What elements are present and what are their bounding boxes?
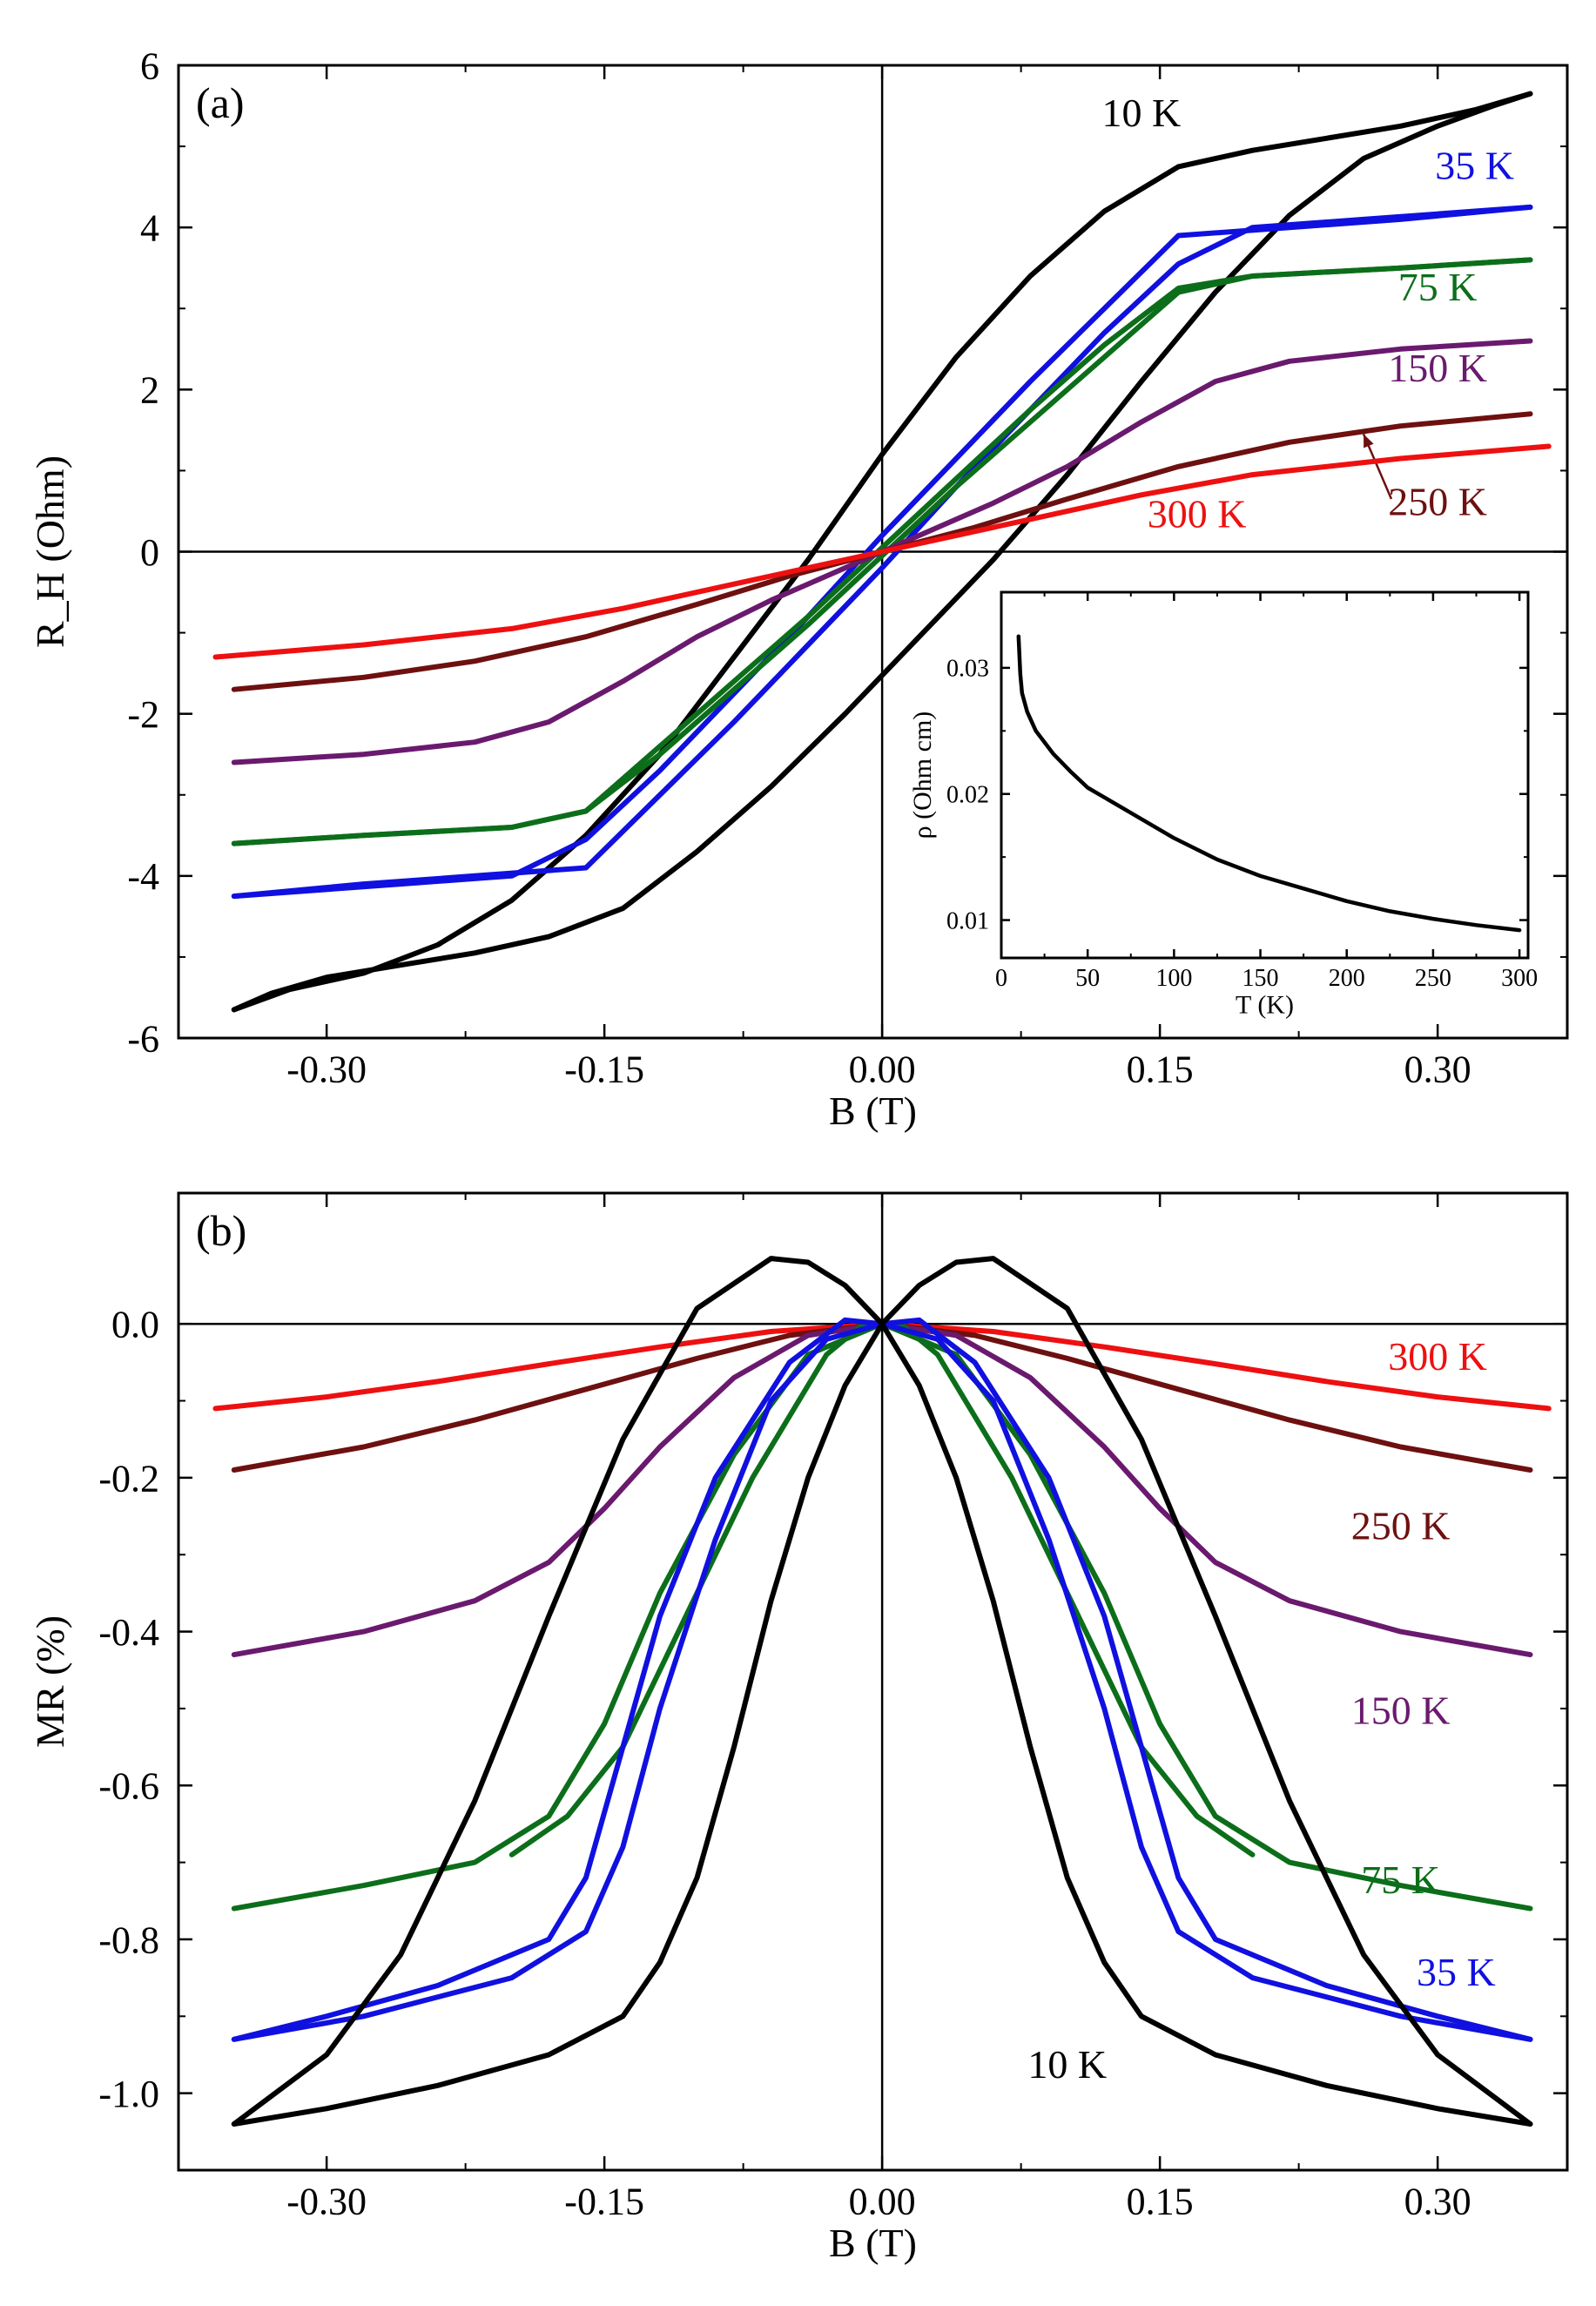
y-tick-label: -0.2 (98, 1457, 159, 1500)
series-label-75-k: 75 K (1398, 265, 1478, 309)
x-tick-label: 0.30 (1404, 1048, 1471, 1091)
y-tick-label: 0.03 (946, 656, 989, 683)
y-tick-label: 0.01 (946, 907, 989, 934)
x-axis-title: B (T) (829, 2221, 917, 2265)
y-tick-label: -1.0 (98, 2073, 159, 2115)
x-tick-label: 200 (1329, 965, 1365, 992)
y-tick-label: 2 (140, 369, 159, 412)
arrow-head-250-k (1364, 434, 1374, 448)
y-tick-label: -0.6 (98, 1765, 159, 1808)
series-label-35-k: 35 K (1435, 143, 1514, 187)
x-tick-label: -0.30 (286, 2181, 367, 2223)
series-label-35-k: 35 K (1417, 1950, 1496, 1994)
x-tick-label: 0.00 (849, 2181, 916, 2223)
x-tick-label: -0.15 (564, 2181, 644, 2223)
y-tick-label: 0 (140, 531, 159, 574)
x-tick-label: 250 (1415, 965, 1451, 992)
x-tick-label: 50 (1075, 965, 1100, 992)
y-tick-label: -6 (127, 1017, 159, 1060)
series-line-35-k-0 (231, 1317, 1533, 2042)
series-line-35-k-1 (231, 204, 1533, 900)
y-axis-title: MR (%) (28, 1615, 72, 1748)
y-tick-label: 0.0 (111, 1304, 159, 1346)
y-axis-title: R_H (Ohm) (28, 455, 72, 648)
x-tick-label: 0.15 (1127, 2181, 1194, 2223)
panel-a: 10 K 35 K 75 K 150 K 250 K 300 K -0.30 -0.15 0.0… (28, 44, 1569, 1133)
x-tick-label: 300 (1501, 965, 1538, 992)
panel-label: (a) (196, 78, 245, 127)
inset-background (1001, 592, 1528, 958)
series-rho (1016, 634, 1522, 933)
series-label-150-k: 150 K (1388, 346, 1487, 390)
series-35-k (231, 1317, 1533, 2042)
x-tick-label: -0.15 (564, 1048, 644, 1091)
x-axis-title: T (K) (1236, 991, 1294, 1020)
series-label-300-k: 300 K (1388, 1334, 1487, 1379)
series-label-150-k: 150 K (1351, 1689, 1451, 1733)
y-tick-label: 6 (140, 44, 159, 87)
series-line-10-k-0 (231, 91, 1533, 1013)
series-10-k (231, 91, 1533, 1013)
series-label-10-k: 10 K (1027, 2042, 1107, 2087)
series-label-75-k: 75 K (1361, 1858, 1440, 1902)
series-line-10-k-1 (231, 91, 1533, 1013)
plot-frame (1000, 590, 1530, 960)
series-line-10-k-0 (231, 1256, 1533, 2127)
panel-b: 300 K 250 K 150 K 75 K 35 K 10 K -0.30 -0.15 0.0… (28, 1191, 1569, 2265)
series-label-10-k: 10 K (1101, 91, 1181, 135)
x-tick-label: 150 (1242, 965, 1279, 992)
y-tick-label: -2 (127, 693, 159, 736)
series-300-k (212, 443, 1552, 660)
series-10-k (231, 1256, 1533, 2127)
y-tick-label: -0.8 (98, 1918, 159, 1961)
series-line-10-k-1 (231, 1256, 1533, 2127)
series-line-rho-0 (1016, 634, 1522, 933)
x-tick-label: -0.30 (286, 1048, 367, 1091)
x-tick-label: 0.30 (1404, 2181, 1471, 2223)
series-75-k (231, 257, 1533, 846)
y-tick-label: -0.4 (98, 1611, 159, 1654)
series-label-250-k: 250 K (1351, 1504, 1451, 1548)
x-tick-label: 100 (1155, 965, 1192, 992)
x-tick-label: 0 (995, 965, 1007, 992)
y-tick-label: 4 (140, 207, 159, 250)
y-tick-label: 0.02 (946, 782, 989, 809)
series-35-k (231, 204, 1533, 900)
series-line-75-k-1 (231, 257, 1533, 846)
plot-frame (177, 1191, 1569, 2172)
y-axis-title: ρ (Ohm cm) (908, 711, 937, 839)
panel-label: (b) (196, 1206, 246, 1255)
series-line-300-k-0 (212, 443, 1552, 660)
x-tick-label: 0.15 (1127, 1048, 1194, 1091)
x-tick-label: 0.00 (849, 1048, 916, 1091)
series-label-250-k: 250 K (1388, 480, 1487, 524)
y-tick-label: -4 (127, 855, 159, 898)
series-label-300-k: 300 K (1148, 492, 1247, 536)
panel-inset: 0 50 100 150 200 250 300 0.01 0.02 0.03 T (K) ρ (Oh… (908, 590, 1538, 1020)
series-line-35-k-1 (231, 1317, 1533, 2042)
x-axis-title: B (T) (829, 1089, 917, 1133)
